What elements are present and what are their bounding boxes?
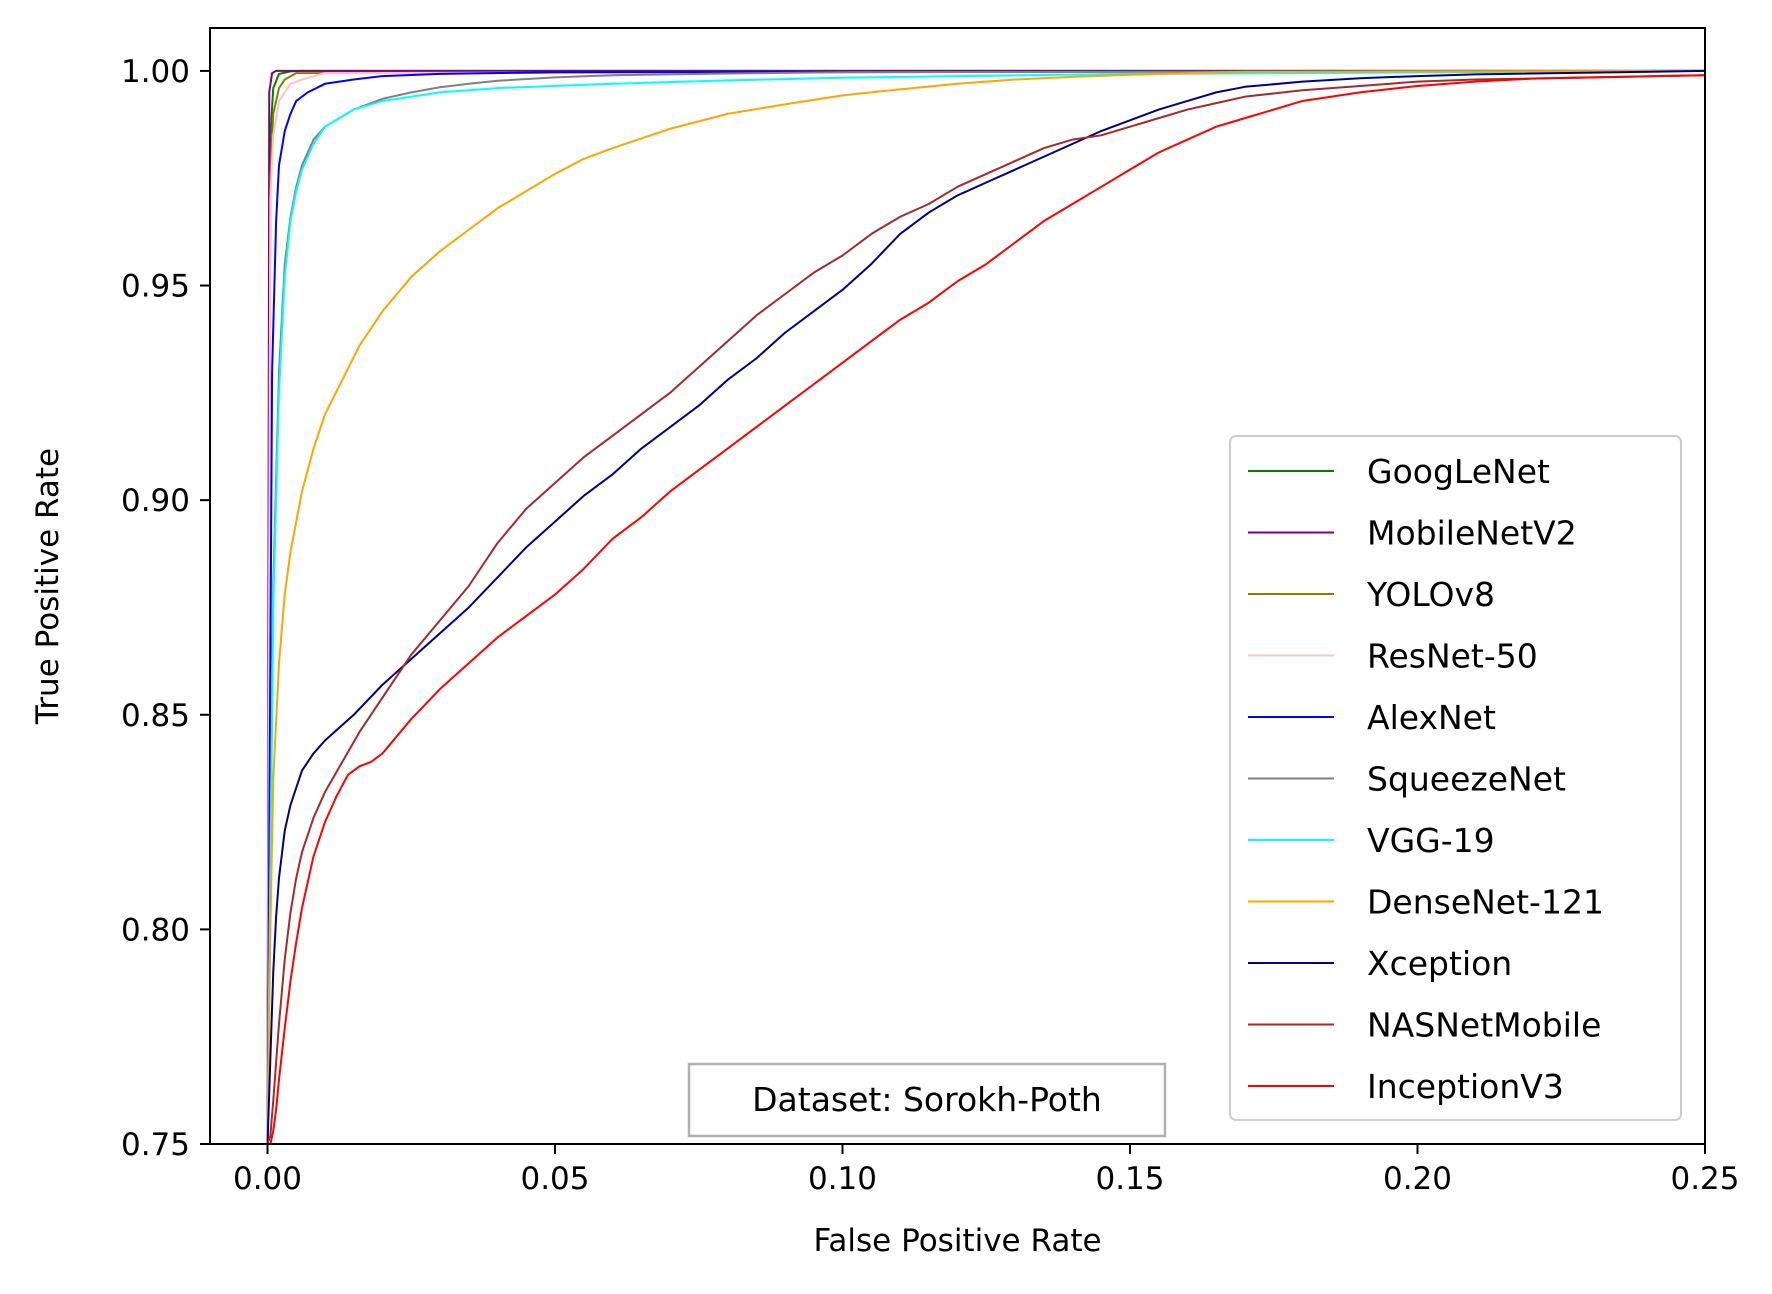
y-axis-ticks: 0.75 0.80 0.85 0.90 0.95 1.00 — [121, 54, 210, 1163]
y-tick-label: 0.90 — [121, 483, 190, 519]
x-tick-label: 0.15 — [1095, 1161, 1164, 1197]
legend: GoogLeNet MobileNetV2 YOLOv8 ResNet-50 AlexN… — [1229, 435, 1682, 1121]
legend-label: DenseNet-121 — [1367, 883, 1604, 922]
x-tick-label: 0.25 — [1670, 1161, 1739, 1197]
y-tick-label: 0.95 — [121, 269, 190, 305]
y-axis-label: True Positive Rate — [30, 448, 66, 725]
series-line-squeezenet — [266, 69, 1705, 1144]
legend-label: GoogLeNet — [1367, 452, 1550, 491]
legend-label: VGG-19 — [1367, 821, 1495, 860]
x-tick-label: 0.00 — [233, 1161, 302, 1197]
series-line-vgg-19 — [266, 69, 1705, 1144]
y-tick-label: 0.80 — [121, 912, 190, 948]
legend-label: MobileNetV2 — [1367, 514, 1577, 553]
x-tick-label: 0.20 — [1383, 1161, 1452, 1197]
x-axis-label: False Positive Rate — [813, 1223, 1101, 1259]
legend-label: YOLOv8 — [1366, 575, 1495, 614]
series-line-densenet-121 — [266, 69, 1705, 1144]
series-line-resnet-50 — [266, 69, 1705, 1144]
legend-label: InceptionV3 — [1367, 1067, 1564, 1106]
axes-frame — [209, 27, 1706, 1145]
series-line-alexnet — [266, 69, 1705, 1144]
legend-box — [1229, 435, 1682, 1121]
dataset-annotation: Dataset: Sorokh-Poth — [687, 1062, 1167, 1138]
legend-label: SqueezeNet — [1367, 760, 1566, 799]
x-tick-label: 0.10 — [808, 1161, 877, 1197]
legend-label: Xception — [1367, 944, 1512, 983]
plot-lines — [266, 69, 1705, 1144]
x-tick-label: 0.05 — [520, 1161, 589, 1197]
series-line-inceptionv3 — [267, 74, 1705, 1144]
annotation-text: Dataset: Sorokh-Poth — [752, 1080, 1102, 1119]
y-tick-label: 0.75 — [121, 1127, 190, 1163]
y-tick-label: 0.85 — [121, 698, 190, 734]
series-line-xception — [266, 69, 1705, 1144]
legend-label: NASNetMobile — [1367, 1006, 1601, 1045]
x-axis-ticks: 0.00 0.05 0.10 0.15 0.20 0.25 — [233, 1144, 1740, 1197]
legend-label: ResNet-50 — [1367, 637, 1538, 676]
y-tick-label: 1.00 — [121, 54, 190, 90]
legend-label: AlexNet — [1367, 698, 1496, 737]
series-line-nasnetmobile — [266, 74, 1705, 1144]
annotation-box — [687, 1062, 1167, 1138]
